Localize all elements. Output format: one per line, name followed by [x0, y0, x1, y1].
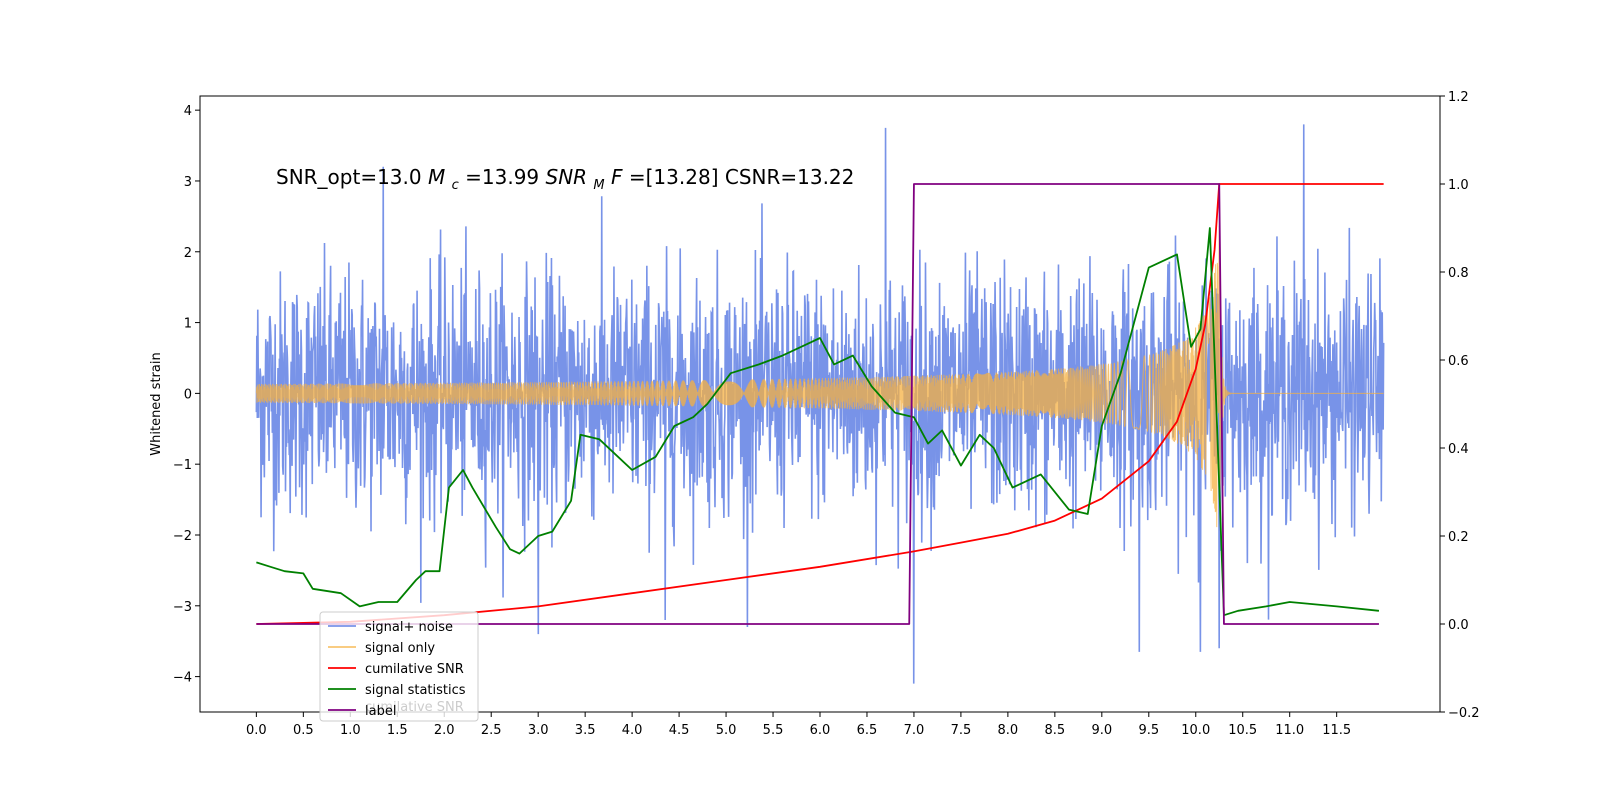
y-left-tick-label: 3	[184, 175, 192, 190]
x-tick-label: 6.0	[810, 723, 831, 738]
y-left-tick-label: −4	[173, 671, 192, 686]
y-right-tick-label: 0.0	[1448, 618, 1469, 633]
x-tick-label: 5.5	[763, 723, 784, 738]
legend-signal-statistics-label: signal statistics	[365, 683, 466, 698]
x-tick-label: 1.0	[340, 723, 361, 738]
annotation-part-5: F	[611, 165, 623, 189]
x-tick-label: 0.0	[246, 723, 267, 738]
x-tick-label: 7.0	[904, 723, 925, 738]
plot-series	[255, 124, 1385, 684]
y-left-tick-label: −3	[173, 600, 192, 615]
y-right-tick-label: 0.8	[1448, 266, 1469, 281]
y-axis-left: 4 3 2 1 0 −1 −2 −3 −4	[173, 104, 200, 686]
series-signal-only-line	[255, 225, 1384, 528]
x-tick-label: 10.0	[1181, 723, 1210, 738]
y-right-tick-label: 0.6	[1448, 354, 1469, 369]
y-axis-label: Whitened strain	[149, 352, 164, 455]
series-cumilative-snr-line	[256, 183, 1384, 625]
y-left-tick-label: −2	[173, 529, 192, 544]
legend-ghost-text: cumilative SNR	[365, 700, 464, 715]
x-tick-label: 1.5	[387, 723, 408, 738]
legend-signal-noise-label: signal+ noise	[365, 620, 453, 635]
annotation-part-2-sub: c	[452, 178, 459, 193]
legend-box	[319, 611, 479, 722]
x-tick-label: 4.5	[669, 723, 690, 738]
annotation-part-4-sub: M	[593, 178, 604, 193]
y-right-tick-label: 0.4	[1448, 442, 1469, 457]
series-signal-statistics-line	[256, 227, 1380, 617]
x-tick-label: 10.5	[1228, 723, 1257, 738]
y-left-tick-label: 4	[184, 104, 192, 119]
x-axis: 0.0 0.5 1.0 1.5 2.0 2.5 3.0 3.5 4.0 4.5 5.0 5.5 6.0 6…	[246, 712, 1351, 738]
x-tick-label: 3.0	[528, 723, 549, 738]
y-right-tick-label: 1.0	[1448, 178, 1469, 193]
x-tick-label: 2.0	[434, 723, 455, 738]
x-tick-label: 0.5	[293, 723, 314, 738]
y-right-tick-label: 0.2	[1448, 530, 1469, 545]
legend-label-label: label	[365, 704, 396, 719]
x-tick-label: 9.0	[1091, 723, 1112, 738]
x-tick-label: 9.5	[1138, 723, 1159, 738]
legend-cumilative-snr-label: cumilative SNR	[365, 662, 464, 677]
y-axis-right: 1.2 1.0 0.8 0.6 0.4 0.2 0.0 −0.2	[1440, 90, 1480, 721]
y-right-tick-label: 1.2	[1448, 90, 1469, 105]
x-tick-label: 11.0	[1275, 723, 1304, 738]
x-tick-label: 4.0	[622, 723, 643, 738]
x-tick-label: 11.5	[1322, 723, 1351, 738]
series-label-line	[256, 183, 1379, 625]
snr-annotation: SNR_opt=13.0 M c =13.99 SNR M F =[13.28]…	[276, 165, 854, 194]
y-left-tick-label: 1	[184, 317, 192, 332]
annotation-part-4: SNR	[546, 165, 588, 189]
y-left-tick-label: 2	[184, 246, 192, 261]
legend-signal-only-label: signal only	[365, 641, 435, 656]
x-tick-label: 7.5	[951, 723, 972, 738]
x-tick-label: 5.0	[716, 723, 737, 738]
y-right-tick-label: −0.2	[1448, 706, 1480, 721]
x-tick-label: 8.0	[998, 723, 1019, 738]
annotation-part-6: =[13.28] CSNR=13.22	[629, 165, 855, 189]
annotation-part-1: SNR_opt=13.0	[276, 165, 428, 189]
x-tick-label: 2.5	[481, 723, 502, 738]
y-left-tick-label: −1	[173, 458, 192, 473]
annotation-part-2: M	[428, 165, 445, 189]
y-left-tick-label: 0	[184, 387, 192, 402]
x-tick-label: 8.5	[1045, 723, 1066, 738]
annotation-part-3: =13.99	[465, 165, 545, 189]
x-tick-label: 6.5	[857, 723, 878, 738]
legend: cumilative SNR signal+ noise signal only c…	[319, 611, 479, 722]
x-tick-label: 3.5	[575, 723, 596, 738]
